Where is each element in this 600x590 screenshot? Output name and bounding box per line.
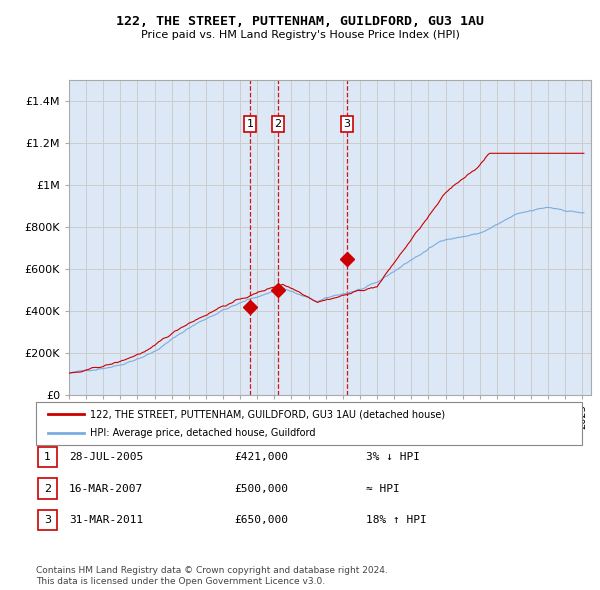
Text: 1: 1 [247, 119, 253, 129]
Text: 3% ↓ HPI: 3% ↓ HPI [366, 453, 420, 462]
Text: 122, THE STREET, PUTTENHAM, GUILDFORD, GU3 1AU (detached house): 122, THE STREET, PUTTENHAM, GUILDFORD, G… [90, 409, 445, 419]
Text: 31-MAR-2011: 31-MAR-2011 [69, 515, 143, 525]
Text: 122, THE STREET, PUTTENHAM, GUILDFORD, GU3 1AU: 122, THE STREET, PUTTENHAM, GUILDFORD, G… [116, 15, 484, 28]
Text: £421,000: £421,000 [234, 453, 288, 462]
Text: 16-MAR-2007: 16-MAR-2007 [69, 484, 143, 493]
Text: Price paid vs. HM Land Registry's House Price Index (HPI): Price paid vs. HM Land Registry's House … [140, 30, 460, 40]
Text: 28-JUL-2005: 28-JUL-2005 [69, 453, 143, 462]
Text: 2: 2 [274, 119, 281, 129]
Text: HPI: Average price, detached house, Guildford: HPI: Average price, detached house, Guil… [90, 428, 316, 438]
Text: ≈ HPI: ≈ HPI [366, 484, 400, 493]
Text: 2: 2 [44, 484, 51, 493]
Text: £650,000: £650,000 [234, 515, 288, 525]
Text: 3: 3 [44, 515, 51, 525]
Text: £500,000: £500,000 [234, 484, 288, 493]
Text: Contains HM Land Registry data © Crown copyright and database right 2024.
This d: Contains HM Land Registry data © Crown c… [36, 566, 388, 586]
Text: 1: 1 [44, 453, 51, 462]
Text: 18% ↑ HPI: 18% ↑ HPI [366, 515, 427, 525]
Text: 3: 3 [344, 119, 350, 129]
